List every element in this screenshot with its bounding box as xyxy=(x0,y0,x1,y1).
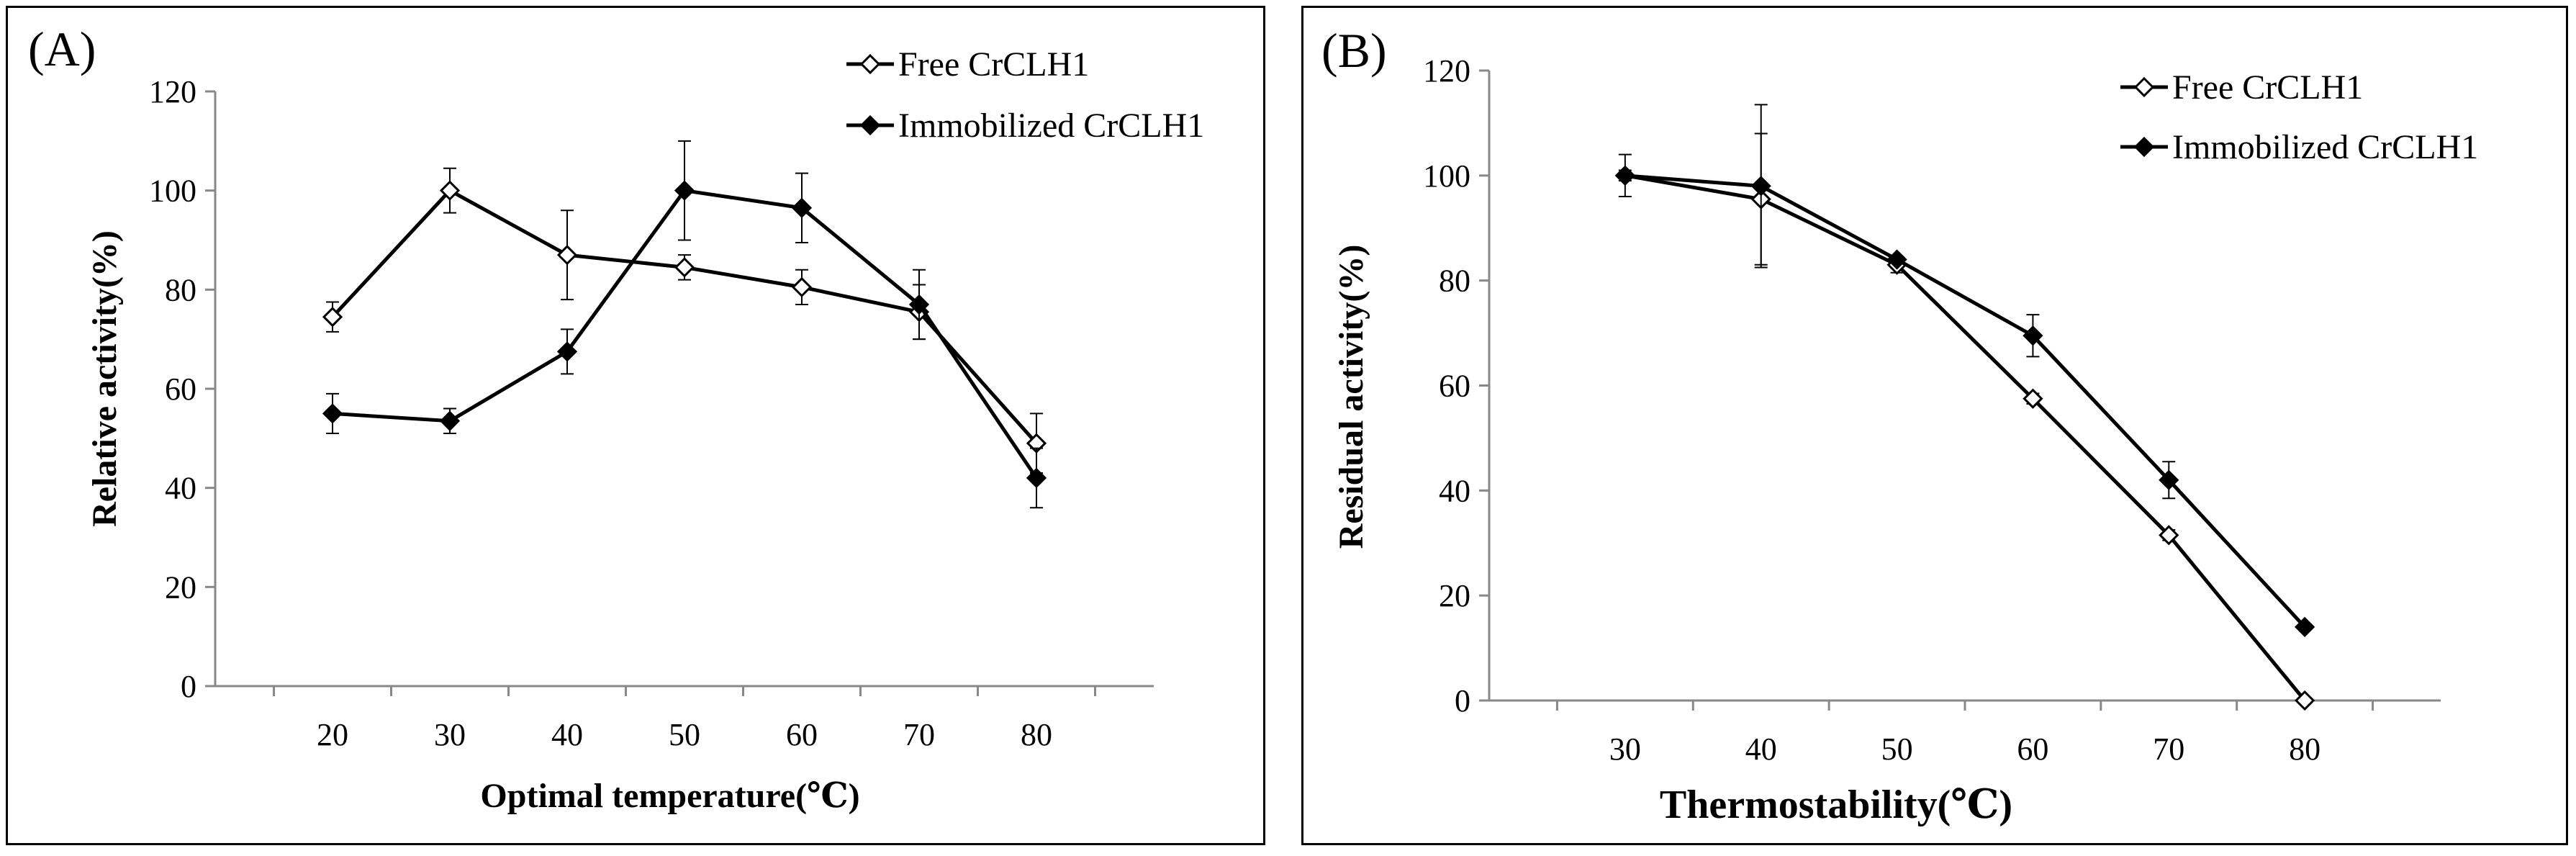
legend-item-b-free: Free CrCLH1 xyxy=(2120,68,2363,107)
data-point-a-immobilized xyxy=(322,403,343,424)
x-tick-label-a: 40 xyxy=(551,717,583,752)
data-point-a-free xyxy=(674,257,695,278)
series-line-b-immobilized xyxy=(1624,174,2306,629)
y-tick-label-b: 60 xyxy=(1439,369,1470,404)
x-tick-label-b: 60 xyxy=(2017,731,2048,767)
panel-label-b: (B) xyxy=(1321,23,1387,78)
x-tick-label-a: 30 xyxy=(434,717,466,752)
x-tick-label-a: 50 xyxy=(669,717,700,752)
x-tick-label-b: 70 xyxy=(2153,731,2184,767)
y-tick-label-a: 60 xyxy=(165,371,196,407)
legend-item-a-free: Free CrCLH1 xyxy=(846,45,1089,84)
y-tick-label-b: 20 xyxy=(1439,578,1470,613)
y-tick-label-b: 100 xyxy=(1423,158,1470,194)
data-point-b-immobilized xyxy=(2023,325,2043,346)
series-line-b-free xyxy=(1624,174,2307,702)
y-tick-label-a: 120 xyxy=(149,74,196,109)
y-tick-label-b: 120 xyxy=(1423,53,1470,89)
data-point-a-immobilized xyxy=(556,341,578,362)
x-tick-label-b: 80 xyxy=(2289,731,2320,767)
data-point-b-immobilized xyxy=(1886,249,1907,270)
chart-b-svg: (B) Residual activity(%) Thermostability… xyxy=(1321,23,2478,827)
data-point-b-free xyxy=(2159,525,2179,546)
x-tick-label-b: 40 xyxy=(1745,731,1777,767)
data-point-a-immobilized xyxy=(1026,467,1047,489)
data-point-a-immobilized xyxy=(439,410,461,431)
legend-marker-swatch xyxy=(859,53,881,75)
legend-label: Immobilized CrCLH1 xyxy=(2172,128,2478,166)
y-tick-label-b: 80 xyxy=(1439,263,1470,299)
legend-label: Free CrCLH1 xyxy=(898,45,1089,84)
legend-item-b-immobilized: Immobilized CrCLH1 xyxy=(2120,128,2478,166)
legend-marker-swatch xyxy=(2133,76,2155,98)
x-tick-label-a: 60 xyxy=(786,717,818,752)
y-tick-label-b: 0 xyxy=(1455,683,1470,718)
y-axis-title-b: Residual activity(%) xyxy=(1332,245,1370,549)
x-tick-label-b: 50 xyxy=(1881,731,1913,767)
x-tick-label-a: 20 xyxy=(317,717,348,752)
data-point-b-immobilized xyxy=(1614,165,1635,186)
data-point-b-free xyxy=(2023,388,2043,409)
y-axis-title-a: Relative activity(%) xyxy=(86,230,124,527)
data-point-a-immobilized xyxy=(791,197,813,218)
legend-marker-swatch xyxy=(2133,136,2155,158)
y-tick-label-a: 100 xyxy=(149,174,196,209)
data-point-b-immobilized xyxy=(1750,176,1771,197)
y-tick-label-a: 40 xyxy=(165,471,196,506)
panel-label-a: (A) xyxy=(28,22,96,76)
x-axis-title-b: Thermostability(℃) xyxy=(1660,783,2012,827)
y-tick-label-a: 20 xyxy=(165,569,196,605)
legend-label: Immobilized CrCLH1 xyxy=(898,107,1204,145)
legend-marker-swatch xyxy=(859,114,881,136)
y-tick-label-a: 80 xyxy=(165,272,196,307)
data-point-b-immobilized xyxy=(2159,469,2179,490)
x-tick-label-a: 70 xyxy=(903,717,935,752)
y-tick-label-a: 0 xyxy=(181,669,196,704)
data-point-a-immobilized xyxy=(908,294,930,315)
data-point-a-free xyxy=(439,180,461,201)
data-point-a-free xyxy=(791,276,813,298)
chart-a-svg: (A) Relative activity(%) Optimal tempera… xyxy=(28,22,1204,815)
data-point-b-free xyxy=(2295,690,2315,711)
legend-label: Free CrCLH1 xyxy=(2172,68,2363,107)
chart-panel-b: (B) Residual activity(%) Thermostability… xyxy=(1301,6,2568,845)
x-tick-label-b: 30 xyxy=(1609,731,1641,767)
data-point-a-free xyxy=(556,245,578,266)
chart-panel-a: (A) Relative activity(%) Optimal tempera… xyxy=(6,6,1265,845)
legend-item-a-immobilized: Immobilized CrCLH1 xyxy=(846,107,1204,145)
x-axis-title-a: Optimal temperature(℃) xyxy=(480,777,859,815)
data-point-a-immobilized xyxy=(674,180,695,201)
x-tick-label-a: 80 xyxy=(1021,717,1052,752)
data-point-a-free xyxy=(322,307,343,328)
data-point-b-immobilized xyxy=(2295,616,2315,638)
y-tick-label-b: 40 xyxy=(1439,473,1470,508)
